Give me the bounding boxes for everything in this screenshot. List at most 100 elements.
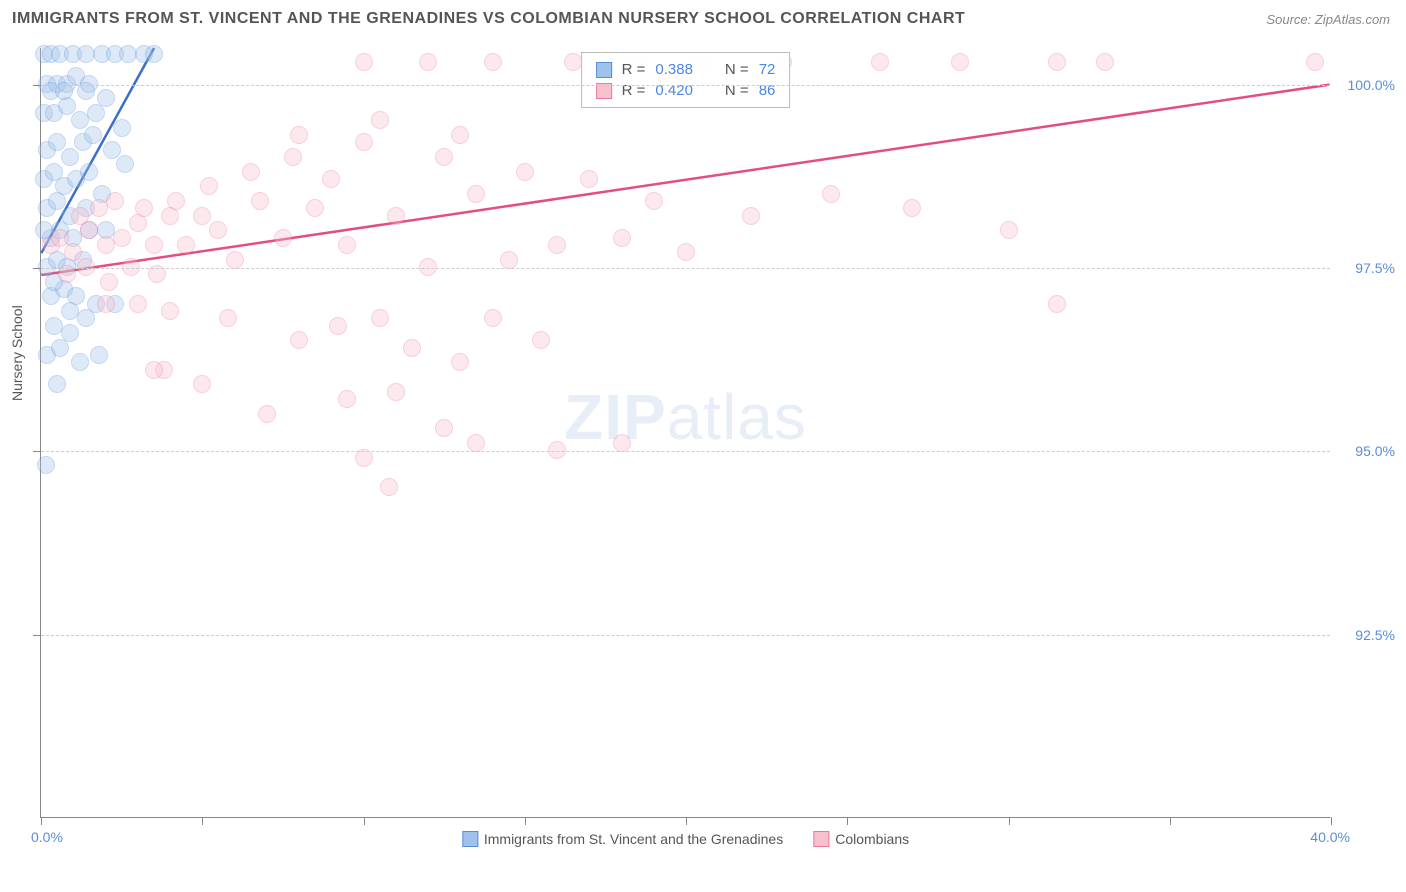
source-label: Source: ZipAtlas.com [1266, 12, 1390, 27]
data-point [322, 170, 340, 188]
x-tick [525, 817, 526, 825]
data-point [1048, 295, 1066, 313]
bottom-legend: Immigrants from St. Vincent and the Gren… [462, 831, 909, 847]
data-point [48, 375, 66, 393]
data-point [580, 170, 598, 188]
data-point [532, 331, 550, 349]
data-point [90, 346, 108, 364]
gridline [41, 85, 1330, 86]
data-point [329, 317, 347, 335]
data-point [193, 207, 211, 225]
data-point [77, 258, 95, 276]
data-point [219, 309, 237, 327]
data-point [387, 383, 405, 401]
stats-swatch-1 [596, 62, 612, 78]
x-tick [202, 817, 203, 825]
data-point [97, 295, 115, 313]
data-point [103, 141, 121, 159]
chart-plot-area: ZIPatlas R = 0.388 N = 72 R = 0.420 N = … [40, 48, 1330, 818]
data-point [451, 126, 469, 144]
data-point [613, 434, 631, 452]
data-point [419, 53, 437, 71]
data-point [500, 251, 518, 269]
x-tick [686, 817, 687, 825]
data-point [371, 309, 389, 327]
data-point [871, 53, 889, 71]
y-tick [33, 85, 41, 86]
stats-r-label: R = [622, 61, 646, 78]
y-tick [33, 635, 41, 636]
data-point [129, 295, 147, 313]
stats-n-value-1: 72 [759, 61, 776, 78]
points-layer [41, 48, 1330, 817]
data-point [209, 221, 227, 239]
data-point [387, 207, 405, 225]
x-axis-min-label: 0.0% [31, 829, 63, 845]
stats-legend-box: R = 0.388 N = 72 R = 0.420 N = 86 [581, 52, 791, 108]
legend-swatch-2 [813, 831, 829, 847]
legend-item-2: Colombians [813, 831, 909, 847]
data-point [742, 207, 760, 225]
data-point [435, 419, 453, 437]
data-point [193, 375, 211, 393]
y-tick-label: 97.5% [1355, 260, 1395, 276]
data-point [135, 199, 153, 217]
y-axis-label: Nursery School [9, 305, 25, 401]
y-tick-label: 100.0% [1348, 77, 1395, 93]
data-point [274, 229, 292, 247]
x-tick [1170, 817, 1171, 825]
data-point [200, 177, 218, 195]
gridline [41, 451, 1330, 452]
legend-item-1: Immigrants from St. Vincent and the Gren… [462, 831, 783, 847]
data-point [484, 53, 502, 71]
stats-row-1: R = 0.388 N = 72 [596, 59, 776, 80]
data-point [1096, 53, 1114, 71]
data-point [306, 199, 324, 217]
data-point [37, 456, 55, 474]
data-point [51, 229, 69, 247]
data-point [113, 119, 131, 137]
gridline [41, 268, 1330, 269]
stats-n-label: N = [725, 61, 749, 78]
y-tick-label: 92.5% [1355, 627, 1395, 643]
data-point [564, 53, 582, 71]
data-point [419, 258, 437, 276]
data-point [284, 148, 302, 166]
stats-row-2: R = 0.420 N = 86 [596, 80, 776, 101]
data-point [484, 309, 502, 327]
data-point [435, 148, 453, 166]
data-point [145, 236, 163, 254]
data-point [113, 229, 131, 247]
data-point [97, 89, 115, 107]
data-point [903, 199, 921, 217]
x-tick [1331, 817, 1332, 825]
data-point [48, 192, 66, 210]
data-point [951, 53, 969, 71]
data-point [64, 243, 82, 261]
data-point [145, 361, 163, 379]
data-point [258, 405, 276, 423]
data-point [290, 331, 308, 349]
data-point [106, 192, 124, 210]
data-point [1048, 53, 1066, 71]
data-point [177, 236, 195, 254]
x-tick [847, 817, 848, 825]
y-tick [33, 268, 41, 269]
data-point [548, 236, 566, 254]
data-point [371, 111, 389, 129]
data-point [61, 148, 79, 166]
chart-title: IMMIGRANTS FROM ST. VINCENT AND THE GREN… [12, 10, 965, 28]
data-point [242, 163, 260, 181]
data-point [251, 192, 269, 210]
data-point [380, 478, 398, 496]
legend-label-1: Immigrants from St. Vincent and the Gren… [484, 831, 783, 847]
data-point [338, 236, 356, 254]
data-point [51, 339, 69, 357]
data-point [61, 302, 79, 320]
data-point [80, 221, 98, 239]
data-point [84, 126, 102, 144]
data-point [338, 390, 356, 408]
data-point [403, 339, 421, 357]
data-point [100, 273, 118, 291]
data-point [516, 163, 534, 181]
